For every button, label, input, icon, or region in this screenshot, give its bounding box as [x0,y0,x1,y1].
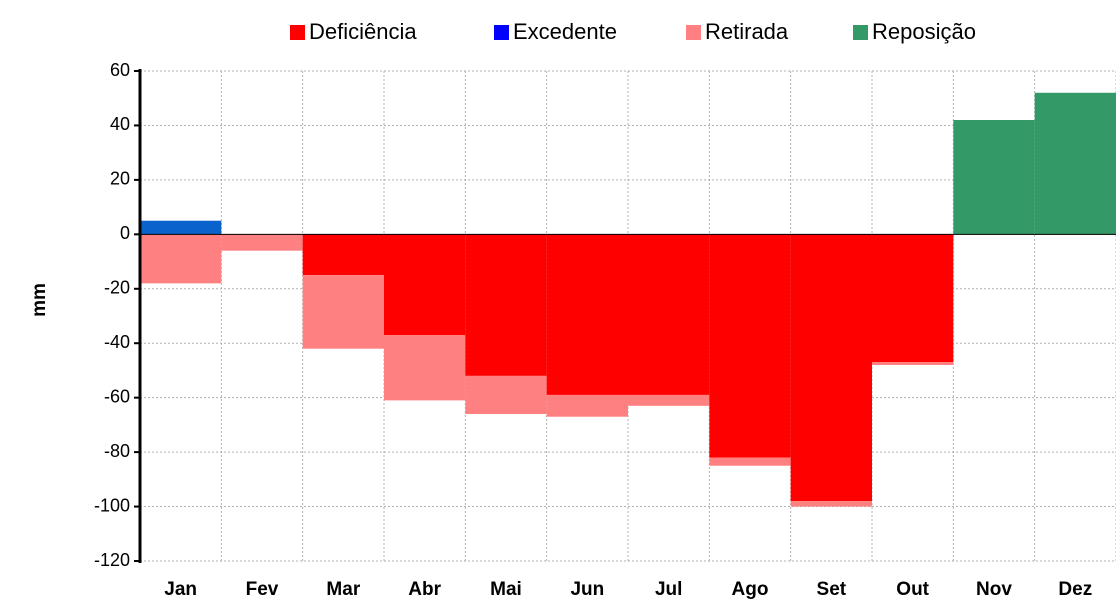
bar-segment [302,275,384,349]
y-tick-label: -80 [104,441,130,461]
legend-label: Deficiência [309,19,417,44]
x-tick-label: Nov [976,579,1012,600]
y-tick-label: -60 [104,386,130,406]
bar-segment [1034,92,1116,235]
bar-segment [140,220,222,235]
bar-segment [546,234,628,395]
bar-segment [384,234,466,336]
bar-segment [546,394,628,417]
x-tick-label: Set [817,579,847,600]
legend-swatch [494,25,509,40]
y-tick-label: -100 [94,495,130,515]
legend-label: Excedente [513,19,617,44]
y-tick-label: -40 [104,332,130,352]
x-tick-label: Jan [164,579,197,600]
bar-segment [384,335,466,401]
bar-segment [709,234,791,458]
y-tick-label: 60 [110,60,130,80]
bar-segment [628,394,710,406]
y-tick-label: 0 [120,223,130,243]
x-tick-label: Dez [1058,579,1092,600]
bar-segment [140,234,222,284]
x-tick-label: Fev [246,579,279,600]
x-tick-label: Abr [408,579,441,600]
x-tick-label: Jun [570,579,604,600]
bar-segment [790,234,872,502]
x-tick-label: Jul [655,579,682,600]
legend-label: Retirada [705,19,789,44]
bar-segment [221,234,303,251]
x-tick-label: Mai [490,579,522,600]
y-axis-label: mm [29,283,50,317]
bar-segment [628,234,710,395]
x-tick-label: Mar [326,579,360,600]
bar-segment [465,375,547,414]
legend-swatch [290,25,305,40]
x-tick-label: Ago [732,579,769,600]
y-tick-label: 20 [110,169,130,189]
y-tick-label: -20 [104,278,130,298]
x-tick-label: Out [896,579,929,600]
y-tick-label: -120 [94,550,130,570]
bar-segment [953,120,1035,235]
legend-swatch [853,25,868,40]
bar-segment [709,457,791,466]
y-tick-label: 40 [110,114,130,134]
bar-segment [872,234,954,363]
legend-swatch [686,25,701,40]
bar-segment [465,234,547,376]
bar-segment [872,362,954,365]
legend-label: Reposição [872,19,976,44]
bar-segment [302,234,384,276]
bar-segment [790,501,872,507]
